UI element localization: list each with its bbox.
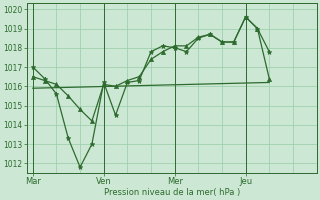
X-axis label: Pression niveau de la mer( hPa ): Pression niveau de la mer( hPa ) [104, 188, 240, 197]
